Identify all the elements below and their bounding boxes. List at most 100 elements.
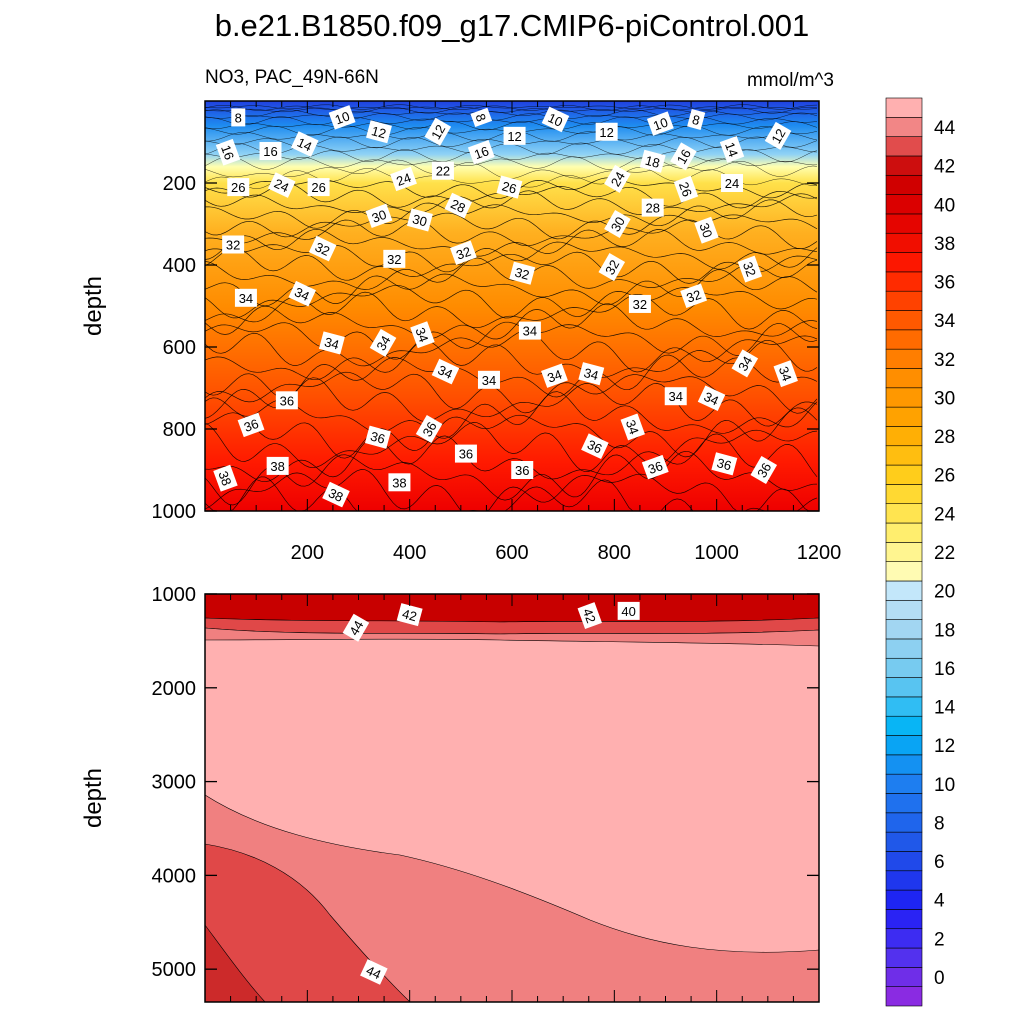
contour-label-text: 12 <box>370 123 388 141</box>
contour-label-text: 34 <box>412 326 431 345</box>
colorbar-label: 12 <box>934 736 955 757</box>
colorbar-box <box>885 735 923 756</box>
colorbar-label: 18 <box>934 620 955 641</box>
contour-label-box <box>646 111 674 136</box>
contour-label: 36 <box>641 454 669 480</box>
contour-label-box <box>308 235 337 262</box>
contour-label-box <box>266 456 289 475</box>
colorbar-label: 42 <box>934 157 955 178</box>
contour-label-box <box>390 166 417 192</box>
lower-contour-labels: 42 44 42 40 44 <box>342 601 640 985</box>
colorbar-box <box>885 387 923 408</box>
contour-label-box <box>366 120 392 144</box>
colorbar-label: 28 <box>934 427 955 448</box>
contour-label: 12 <box>595 122 618 141</box>
colorbar-box <box>885 368 923 389</box>
contour-label-text: 36 <box>754 460 774 480</box>
contour-label-text: 12 <box>599 125 613 140</box>
colorbar-box <box>885 599 923 620</box>
y-tick-label: 200 <box>163 173 196 195</box>
contour-label: 10 <box>541 106 570 133</box>
contour-line <box>204 371 818 414</box>
contour-label-box <box>454 444 477 463</box>
colorbar-label: 34 <box>934 311 956 332</box>
colorbar-box <box>885 657 923 678</box>
contour-label-text: 32 <box>313 239 332 259</box>
contour-label: 44 <box>342 613 370 642</box>
contour-label-box <box>360 959 388 985</box>
colorbar-box <box>885 754 923 775</box>
contour-label-box <box>234 288 257 307</box>
contour-label: 32 <box>598 253 626 282</box>
contour-label-text: 24 <box>608 169 628 189</box>
colorbar-box <box>885 889 923 910</box>
colorbar-box <box>885 464 923 485</box>
contour-label-text: 14 <box>722 140 741 159</box>
contour-label-box <box>511 461 534 479</box>
contour-label-text: 38 <box>392 475 406 490</box>
colorbar-label: 40 <box>934 195 955 216</box>
contour-label-box <box>719 135 745 163</box>
contour-label-text: 26 <box>231 180 245 195</box>
contour-label-box <box>641 198 664 217</box>
y-tick-label: 400 <box>163 255 196 277</box>
contour-label-text: 34 <box>523 324 537 339</box>
contour-label: 42 <box>396 603 423 627</box>
contour-label-text: 34 <box>436 362 455 382</box>
contour-label-text: 34 <box>702 389 721 409</box>
contour-line <box>204 469 817 512</box>
x-tick-label: 600 <box>495 542 528 564</box>
contour-label: 12 <box>764 121 792 150</box>
contour-label: 26 <box>496 175 523 199</box>
colorbar-label: 44 <box>934 118 956 139</box>
lower-y-ticks: 1000 2000 3000 4000 5000 <box>152 584 819 981</box>
contour-label: 24 <box>721 174 744 192</box>
contour-label: 16 <box>467 140 495 165</box>
contour-label: 34 <box>234 288 257 307</box>
contour-label-text: 12 <box>768 126 788 146</box>
contour-label: 36 <box>750 455 778 485</box>
contour-line <box>204 116 818 126</box>
contour-label-box <box>764 121 792 150</box>
contour-label-text: 36 <box>369 429 387 447</box>
contour-label-box <box>641 454 669 480</box>
contour-label-box <box>687 108 706 130</box>
units-label: mmol/m^3 <box>747 70 834 91</box>
y-tick-label: 5000 <box>152 959 197 981</box>
colorbar-box <box>885 445 923 466</box>
contour-line <box>204 321 818 360</box>
contour-label-box <box>231 108 246 127</box>
colorbar-label: 32 <box>934 350 955 371</box>
contour-label-text: 24 <box>272 176 291 196</box>
colorbar-label: 10 <box>934 775 955 796</box>
contour-label-box <box>711 452 738 476</box>
colorbar-label: 38 <box>934 234 955 255</box>
contour-label: 16 <box>215 138 241 166</box>
contour-line <box>204 303 818 340</box>
colorbar-box <box>885 580 923 601</box>
variable-label: NO3, PAC_49N-66N <box>205 67 379 88</box>
contour-label: 34 <box>620 413 645 441</box>
contour-label: 8 <box>231 108 246 127</box>
contour-label-text: 42 <box>401 606 419 624</box>
y-tick-label: 4000 <box>152 865 197 887</box>
contour-label-text: 32 <box>602 257 622 277</box>
contour-label: 34 <box>288 280 316 307</box>
y-tick-label: 600 <box>163 337 196 359</box>
contour-label-text: 32 <box>454 244 473 263</box>
contour-label: 12 <box>424 117 452 146</box>
colorbar-box <box>885 136 923 157</box>
contour-label-box <box>275 391 298 410</box>
colorbar-box <box>885 947 923 968</box>
colorbar-box <box>885 542 923 562</box>
contour-label-box <box>237 412 265 438</box>
lower-x-ticks <box>204 594 820 1002</box>
contour-label: 34 <box>541 363 568 388</box>
contour-label-box <box>259 142 282 161</box>
contour-line <box>204 422 818 473</box>
contour-label-box <box>577 602 602 629</box>
contour-label-box <box>604 209 631 239</box>
contour-label-box <box>213 464 238 492</box>
contour-label-box <box>449 240 477 265</box>
